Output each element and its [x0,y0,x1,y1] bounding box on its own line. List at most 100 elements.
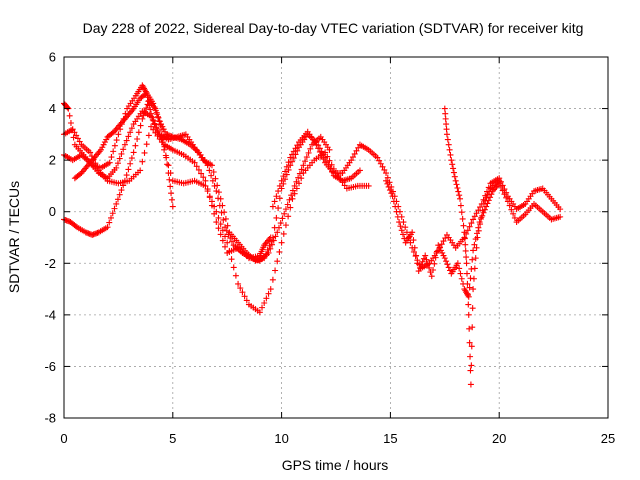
data-point [77,171,84,178]
data-point [275,224,282,231]
data-point [467,353,474,360]
data-point [348,157,355,164]
data-point [396,219,403,226]
data-point [263,295,270,302]
data-point [459,215,466,222]
data-point [101,139,108,146]
data-point [217,231,224,238]
data-point [113,137,120,144]
data-point [466,284,473,291]
data-point [71,129,78,136]
data-point [458,275,465,282]
data-point [213,219,220,226]
data-point [465,293,472,300]
data-point [169,203,176,210]
data-point [356,167,363,174]
data-point [316,148,323,155]
data-point [450,169,457,176]
data-point [259,304,266,311]
data-point [167,183,174,190]
data-point [288,192,295,199]
data-point [295,174,302,181]
data-point [289,151,296,158]
data-point [287,154,294,161]
data-point [104,224,111,231]
data-point [261,299,268,306]
data-point [339,179,346,186]
data-point [403,229,410,236]
data-point [470,275,477,282]
data-point [148,123,155,130]
y-tick-label: 4 [49,101,56,116]
data-point [114,160,121,167]
data-point [465,301,472,308]
data-point [64,104,71,111]
data-point [390,198,397,205]
data-point [557,206,564,213]
data-point [269,203,276,210]
data-point [472,255,479,262]
data-point [437,247,444,254]
data-point [464,291,471,298]
data-point [282,222,289,229]
data-point [228,256,235,263]
data-point [467,367,474,374]
data-point [414,260,421,267]
data-point [225,231,232,238]
data-point [141,149,148,156]
data-point [302,158,309,165]
data-point [383,177,390,184]
data-point [439,249,446,256]
data-point [283,171,290,178]
data-point [477,221,484,228]
data-point [275,205,282,212]
data-point [353,147,360,154]
data-point [392,203,399,210]
data-point [72,223,79,230]
data-point [466,339,473,346]
data-point [508,206,515,213]
data-point [110,148,117,155]
data-point [441,105,448,112]
data-point [462,241,469,248]
data-point [226,247,233,254]
data-point [497,183,504,190]
data-point [389,193,396,200]
data-point [158,121,165,128]
data-point [121,141,128,148]
data-point [87,149,94,156]
data-point [379,163,386,170]
data-point [151,120,158,127]
data-point [428,273,435,280]
data-point [139,158,146,165]
data-point [291,190,298,197]
data-point [277,220,284,227]
data-point [276,182,283,189]
data-point [307,145,314,152]
data-point [374,154,381,161]
data-point [134,135,141,142]
data-point [142,91,149,98]
data-point [482,197,489,204]
data-point [410,248,417,255]
data-point [222,243,229,250]
y-tick-label: -8 [44,411,56,426]
data-point [164,161,171,168]
data-point [106,159,113,166]
data-point [335,173,342,180]
y-tick-label: 0 [49,204,56,219]
data-point [394,213,401,220]
data-point [456,192,463,199]
data-point [440,238,447,245]
data-point [557,213,564,220]
data-point [160,126,167,133]
data-point [293,178,300,185]
data-point [215,225,222,232]
data-point [161,128,168,135]
data-point [337,176,344,183]
data-point [208,172,215,179]
data-point [454,260,461,267]
data-point [511,214,518,221]
data-point [123,137,130,144]
